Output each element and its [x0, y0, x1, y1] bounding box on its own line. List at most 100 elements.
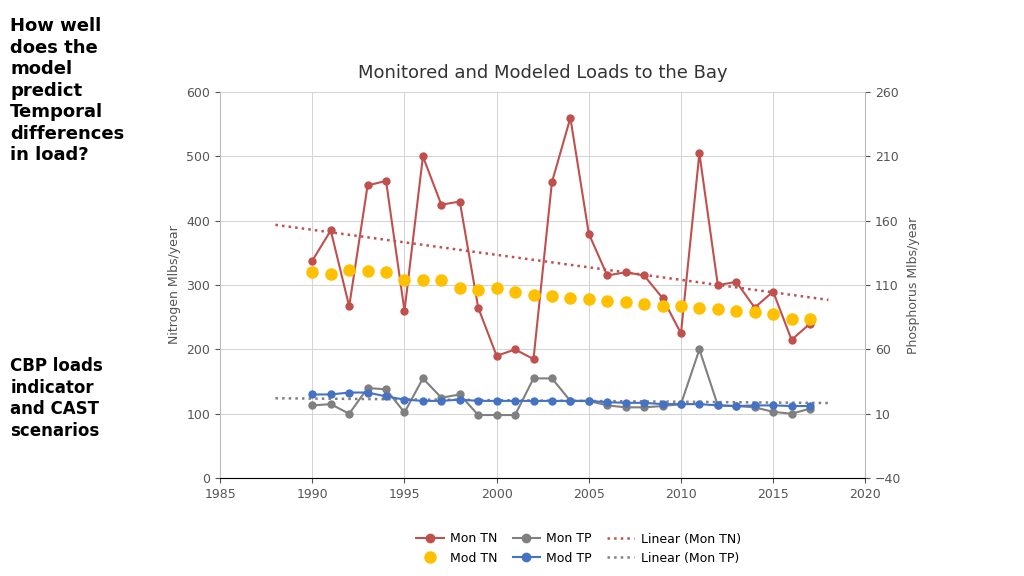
Mod TP: [620, 399, 632, 406]
Mod TN: [656, 302, 669, 309]
Mon TN: [361, 182, 374, 189]
Mon TN: [380, 177, 392, 184]
Mon TN: [564, 115, 577, 122]
Mon TP: [546, 375, 558, 382]
Y-axis label: Nitrogen Mlbs/year: Nitrogen Mlbs/year: [168, 226, 181, 344]
Mon TP: [417, 375, 429, 382]
Mon TP: [693, 346, 706, 353]
Mon TP: [454, 391, 466, 398]
Mod TP: [638, 399, 650, 406]
Mon TP: [767, 408, 779, 415]
Mon TP: [509, 412, 521, 419]
Mod TN: [398, 276, 411, 283]
Mod TP: [767, 402, 779, 409]
Line: Mon TP: Mon TP: [309, 346, 813, 419]
Mon TN: [601, 272, 613, 279]
Mon TN: [417, 153, 429, 160]
Mon TN: [527, 355, 540, 362]
Mon TN: [712, 282, 724, 289]
Mod TP: [490, 397, 503, 404]
Mon TP: [527, 375, 540, 382]
Mod TN: [749, 309, 761, 316]
Mod TP: [749, 402, 761, 409]
Mon TP: [343, 410, 355, 417]
Mod TP: [712, 402, 724, 409]
Mon TP: [490, 412, 503, 419]
Mod TP: [527, 397, 540, 404]
Mon TN: [343, 303, 355, 310]
Mod TN: [417, 276, 429, 283]
Mon TP: [380, 386, 392, 393]
Mod TN: [804, 315, 816, 322]
Mon TN: [454, 198, 466, 205]
Mon TN: [325, 227, 337, 234]
Mod TN: [620, 299, 632, 306]
Mod TN: [638, 301, 650, 308]
Mon TN: [804, 320, 816, 327]
Mon TN: [490, 353, 503, 359]
Mon TN: [509, 346, 521, 353]
Mod TN: [509, 288, 521, 295]
Mon TP: [638, 404, 650, 411]
Mod TP: [343, 389, 355, 396]
Title: Monitored and Modeled Loads to the Bay: Monitored and Modeled Loads to the Bay: [358, 65, 727, 82]
Mod TN: [693, 304, 706, 311]
Mod TN: [546, 293, 558, 300]
Mod TN: [490, 285, 503, 292]
Mon TP: [564, 397, 577, 404]
Mod TP: [656, 401, 669, 408]
Mon TN: [306, 257, 318, 264]
Mon TP: [749, 404, 761, 411]
Mod TN: [767, 310, 779, 317]
Mod TP: [693, 401, 706, 408]
Mod TP: [509, 397, 521, 404]
Mon TN: [546, 179, 558, 185]
Mon TP: [435, 394, 447, 401]
Mon TP: [583, 397, 595, 404]
Mon TN: [583, 230, 595, 237]
Mon TN: [656, 294, 669, 301]
Mod TN: [527, 291, 540, 298]
Mon TN: [472, 304, 484, 311]
Mon TP: [804, 405, 816, 412]
Mod TP: [583, 397, 595, 404]
Mon TP: [656, 403, 669, 410]
Mon TN: [749, 304, 761, 311]
Line: Mon TN: Mon TN: [309, 115, 813, 362]
Mon TP: [325, 401, 337, 408]
Mod TN: [730, 308, 742, 314]
Mon TN: [638, 272, 650, 279]
Mod TP: [601, 399, 613, 406]
Mod TP: [325, 391, 337, 398]
Mod TN: [712, 305, 724, 312]
Mod TP: [435, 397, 447, 404]
Text: CBP loads
indicator
and CAST
scenarios: CBP loads indicator and CAST scenarios: [10, 357, 103, 439]
Mod TP: [564, 397, 577, 404]
Mon TN: [767, 288, 779, 295]
Mod TN: [564, 294, 577, 301]
Mon TP: [712, 402, 724, 409]
Mod TN: [601, 298, 613, 305]
Mon TP: [601, 402, 613, 409]
Mod TN: [361, 267, 374, 274]
Text: How well
does the
model
predict
Temporal
differences
in load?: How well does the model predict Temporal…: [10, 17, 125, 164]
Mon TN: [435, 201, 447, 208]
Line: Mod TP: Mod TP: [309, 389, 813, 410]
Mod TP: [730, 403, 742, 410]
Mod TP: [454, 396, 466, 403]
Mod TN: [325, 270, 337, 277]
Mon TN: [620, 269, 632, 276]
Mod TP: [546, 397, 558, 404]
Mon TN: [730, 278, 742, 285]
Mod TN: [454, 285, 466, 292]
Mon TP: [361, 385, 374, 392]
Mod TP: [417, 397, 429, 404]
Mon TP: [398, 409, 411, 416]
Mon TP: [620, 404, 632, 411]
Mod TN: [785, 315, 798, 322]
Mod TP: [361, 389, 374, 396]
Mod TN: [343, 267, 355, 274]
Mod TN: [675, 302, 687, 309]
Mod TN: [472, 286, 484, 293]
Mon TN: [693, 150, 706, 157]
